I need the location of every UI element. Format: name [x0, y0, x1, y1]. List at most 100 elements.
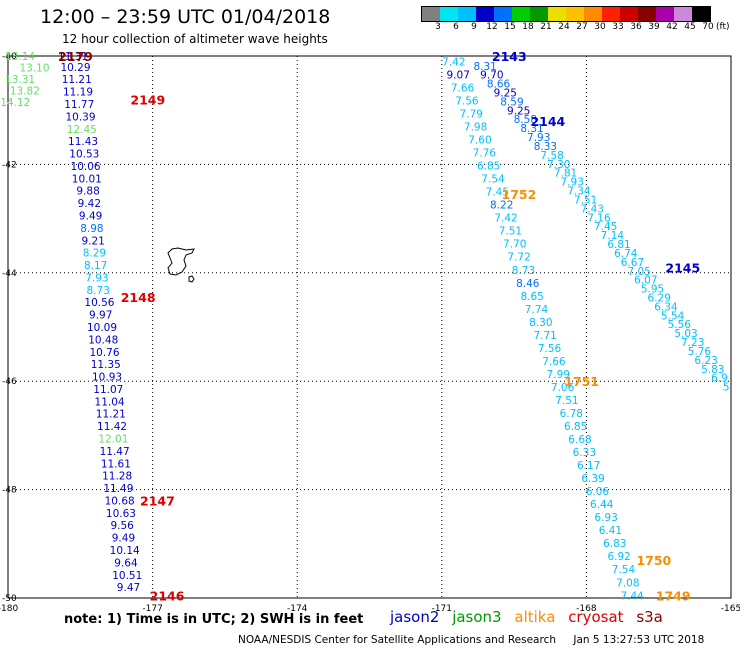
wave-height-value: 5 [723, 382, 730, 394]
legend-swatch [674, 7, 692, 21]
wave-height-value: 7.05 [627, 266, 650, 278]
wave-height-value: 7.42 [442, 56, 465, 68]
legend-tick-label: 24 [558, 22, 570, 32]
wave-height-value: 7.71 [533, 330, 556, 342]
wave-height-value: 5.83 [701, 364, 724, 376]
wave-height-value: 7.08 [616, 577, 639, 589]
wave-height-value: 7.60 [468, 135, 491, 147]
wave-height-value: 7.74 [525, 304, 549, 316]
wave-height-value: 10.63 [106, 508, 136, 520]
pass-number-label: 1749 [656, 588, 691, 603]
wave-height-value: 10.09 [87, 322, 117, 334]
wave-height-value: 13.31 [5, 74, 35, 86]
legend-tick-label: 15 [504, 22, 516, 32]
wave-height-value: 7.14 [601, 230, 625, 242]
lon-tick-label: -171 [432, 604, 452, 614]
wave-height-value: 9.25 [494, 87, 517, 99]
wave-height-value: 9.47 [117, 582, 140, 594]
wave-height-value: 7.99 [547, 369, 570, 381]
wave-height-value: 11.21 [96, 409, 126, 421]
wave-height-value: 10.01 [72, 173, 102, 185]
wave-height-value: 6.68 [568, 434, 591, 446]
legend-swatch [656, 7, 674, 21]
legend-tick-label: 3 [435, 22, 441, 32]
legend-swatch [458, 7, 476, 21]
wave-height-value: 11.19 [63, 87, 93, 99]
wave-height-value: 8.46 [516, 278, 540, 290]
wave-height-value: 7.93 [561, 177, 584, 189]
wave-height-value: 10.48 [88, 334, 118, 346]
legend-swatch [584, 7, 602, 21]
wave-height-value: 8.66 [487, 79, 511, 91]
legend-swatch [512, 7, 530, 21]
wave-height-value: 7.98 [464, 122, 487, 134]
wave-height-value: 9.88 [76, 186, 99, 198]
wave-height-value: 7.54 [612, 564, 636, 576]
legend-tick-label: 12 [486, 22, 498, 32]
wave-height-value: 9.97 [89, 310, 112, 322]
wave-height-value: 10.29 [60, 62, 90, 74]
pass-number-label: 1752 [502, 187, 537, 202]
legend-swatch [566, 7, 584, 21]
wave-height-value: 11.07 [93, 384, 123, 396]
wave-height-value: 10.56 [84, 297, 114, 309]
lat-tick-label: -44 [2, 269, 17, 279]
wave-height-value: 8.31 [520, 123, 543, 135]
wave-height-value: 6.74 [614, 248, 638, 260]
pass-labels: 2179 2149 2148 2147 2146 2143 2144 1752 2145 1751… [58, 49, 700, 603]
wave-height-value: 5.95 [641, 284, 664, 296]
wave-height-value: 9.42 [78, 198, 101, 210]
wave-height-value: 10.51 [112, 570, 142, 582]
wave-height-value: 6.07 [634, 275, 657, 287]
lon-tick-label: -168 [576, 604, 597, 614]
wave-height-value: 7.23 [681, 337, 704, 349]
pass-number-label: 2149 [130, 92, 165, 107]
wave-height-value: 10.76 [89, 347, 119, 359]
wave-height-value: 6.85 [564, 421, 587, 433]
wave-height-value: 13.14 [5, 51, 35, 63]
chart-title: 12:00 – 23:59 UTC 01/04/2018 [40, 6, 331, 28]
legend-swatch [422, 7, 440, 21]
chatham-islands-outline [167, 247, 195, 283]
wave-height-value: 8.98 [80, 223, 103, 235]
wave-height-value: 8.29 [83, 248, 106, 260]
legend-tick-label: 36 [630, 22, 642, 32]
legend-swatch [440, 7, 458, 21]
wave-height-value: 11.42 [97, 421, 127, 433]
wave-height-value: 7.16 [587, 212, 611, 224]
legend-swatch [638, 7, 656, 21]
lon-tick-label: -180 [0, 604, 18, 614]
wave-height-value: 11.61 [101, 458, 131, 470]
wave-height-value: 9.56 [110, 520, 134, 532]
legend-tick-label: 42 [666, 22, 678, 32]
wave-height-value: 6.06 [586, 486, 610, 498]
legend-swatch [530, 7, 548, 21]
wave-height-value: 5.54 [661, 310, 685, 322]
wave-height-value: 6.34 [654, 301, 678, 313]
wave-height-value: 11.49 [103, 483, 133, 495]
wave-height-value: 11.21 [62, 74, 92, 86]
wave-height-value: 9.21 [81, 235, 104, 247]
wave-height-value: 7.45 [594, 221, 617, 233]
wave-height-value: 7.93 [85, 272, 108, 284]
wave-height-value: 11.31 [58, 51, 88, 63]
credit-org: NOAA/NESDIS Center for Satellite Applica… [238, 634, 556, 646]
pass-number-label: 1750 [636, 553, 671, 568]
wave-height-value: 8.73 [512, 265, 535, 277]
color-legend-ticks: 3 6 9 12 15 18 21 24 27 30 33 36 39 42 45 70 [421, 22, 731, 34]
wave-height-value: 6.29 [648, 292, 671, 304]
credit-line: NOAA/NESDIS Center for Satellite Applica… [238, 634, 718, 646]
lon-tick-label: -174 [287, 604, 308, 614]
satellite-cryosat: cryosat [568, 608, 624, 626]
wave-height-value: 8.33 [534, 141, 557, 153]
pass-number-label: 2148 [121, 290, 156, 305]
map-frame [7, 55, 732, 599]
legend-swatch [548, 7, 566, 21]
wave-height-value: 7.76 [473, 148, 497, 160]
wave-height-value: 7.51 [555, 395, 578, 407]
wave-height-value: 6.78 [560, 408, 583, 420]
wave-height-value: 11.77 [64, 99, 94, 111]
wave-height-value: 10.14 [110, 545, 140, 557]
pass-number-label: 2143 [492, 49, 527, 64]
